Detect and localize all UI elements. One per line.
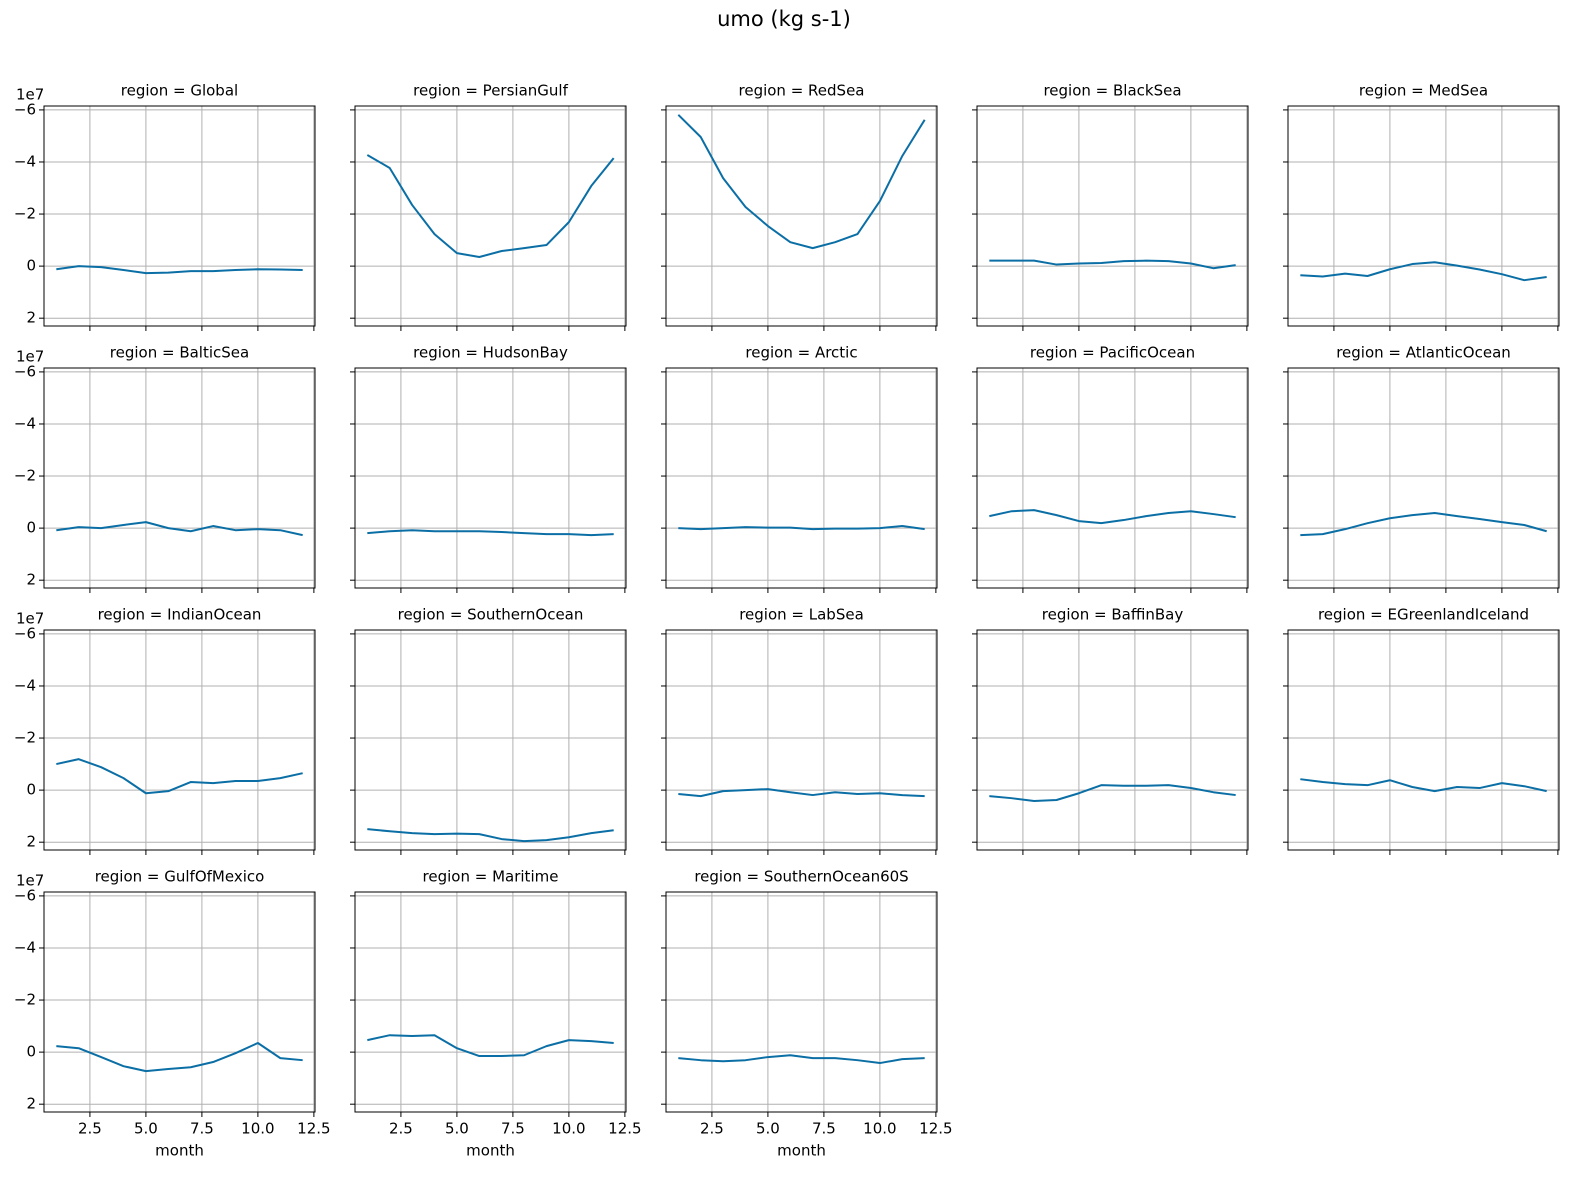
axes-frame xyxy=(43,629,316,851)
axes-frame xyxy=(976,105,1249,327)
axes-frame xyxy=(665,629,938,851)
axes-frame xyxy=(354,367,627,589)
x-tick-label: 2.5 xyxy=(389,1120,413,1138)
panel-title: region = SouthernOcean xyxy=(398,606,584,624)
data-line xyxy=(678,525,925,531)
y-offset-label: 1e7 xyxy=(16,348,44,366)
axes-frame xyxy=(1287,629,1560,851)
axes-frame xyxy=(1287,105,1560,327)
data-line xyxy=(56,758,303,795)
axes-frame xyxy=(43,105,316,327)
y-offset-label: 1e7 xyxy=(16,872,44,890)
y-tick-label: −4 xyxy=(14,414,36,432)
x-tick-label: 5.0 xyxy=(134,1120,158,1138)
axes-frame xyxy=(665,367,938,589)
data-line xyxy=(1300,261,1547,282)
x-tick-label: 7.5 xyxy=(190,1120,214,1138)
axes-frame xyxy=(1287,367,1560,589)
data-line xyxy=(367,828,614,843)
axes-frame xyxy=(665,105,938,327)
axes-frame xyxy=(976,629,1249,851)
y-tick-label: −4 xyxy=(14,152,36,170)
panel-title: region = GulfOfMexico xyxy=(95,868,265,886)
y-tick-label: −2 xyxy=(14,729,36,747)
y-tick-label: 0 xyxy=(26,781,36,799)
y-tick-label: −6 xyxy=(14,624,36,642)
x-tick-label: 2.5 xyxy=(700,1120,724,1138)
x-tick-label: 5.0 xyxy=(756,1120,780,1138)
y-tick-label: 2 xyxy=(26,1095,36,1113)
x-tick-label: 12.5 xyxy=(608,1120,641,1138)
panel-title: region = BaffinBay xyxy=(1042,606,1184,624)
y-tick-label: 0 xyxy=(26,1043,36,1061)
data-line xyxy=(989,784,1236,803)
axes-frame xyxy=(354,891,627,1113)
data-line xyxy=(1300,512,1547,537)
data-line xyxy=(56,521,303,537)
y-offset-label: 1e7 xyxy=(16,610,44,628)
y-offset-label: 1e7 xyxy=(16,86,44,104)
data-line xyxy=(989,259,1236,270)
axes-frame xyxy=(354,105,627,327)
axes-frame xyxy=(665,891,938,1113)
y-tick-label: −6 xyxy=(14,362,36,380)
axes-frame xyxy=(43,367,316,589)
panel-title: region = RedSea xyxy=(739,82,865,100)
panel-title: region = AtlanticOcean xyxy=(1336,344,1511,362)
y-tick-label: −4 xyxy=(14,938,36,956)
x-tick-label: 5.0 xyxy=(445,1120,469,1138)
panel-title: region = Maritime xyxy=(423,868,559,886)
panel-title: region = SouthernOcean60S xyxy=(694,868,908,886)
x-tick-label: 7.5 xyxy=(812,1120,836,1138)
x-axis-label: month xyxy=(777,1142,826,1160)
data-line xyxy=(56,265,303,275)
panel-title: region = BlackSea xyxy=(1043,82,1181,100)
axes-frame xyxy=(354,629,627,851)
data-line xyxy=(367,529,614,537)
y-tick-label: 2 xyxy=(26,833,36,851)
data-line xyxy=(677,114,926,250)
x-tick-label: 2.5 xyxy=(78,1120,102,1138)
axes-frame xyxy=(976,367,1249,589)
x-axis-label: month xyxy=(155,1142,204,1160)
x-tick-label: 7.5 xyxy=(501,1120,525,1138)
data-line xyxy=(678,1054,925,1065)
panel-title: region = HudsonBay xyxy=(413,344,568,362)
y-tick-label: −2 xyxy=(14,991,36,1009)
axes-frame xyxy=(43,891,316,1113)
panel-title: region = PersianGulf xyxy=(413,82,568,100)
data-line xyxy=(366,154,615,259)
y-tick-label: −2 xyxy=(14,205,36,223)
panel-title: region = MedSea xyxy=(1359,82,1488,100)
y-tick-label: 0 xyxy=(26,519,36,537)
y-tick-label: −6 xyxy=(14,886,36,904)
y-tick-label: −6 xyxy=(14,100,36,118)
y-tick-label: −2 xyxy=(14,467,36,485)
y-tick-label: 0 xyxy=(26,257,36,275)
x-tick-label: 10.0 xyxy=(241,1120,274,1138)
panel-title: region = BalticSea xyxy=(110,344,249,362)
data-line xyxy=(367,1034,614,1058)
panel-title: region = EGreenlandIceland xyxy=(1318,606,1529,624)
panel-title: region = IndianOcean xyxy=(98,606,262,624)
x-tick-label: 10.0 xyxy=(552,1120,585,1138)
data-line xyxy=(989,509,1236,525)
x-tick-label: 12.5 xyxy=(919,1120,952,1138)
panel-title: region = Arctic xyxy=(745,344,857,362)
x-axis-label: month xyxy=(466,1142,515,1160)
panel-title: region = LabSea xyxy=(739,606,864,624)
panel-title: region = PacificOcean xyxy=(1030,344,1195,362)
y-tick-label: 2 xyxy=(26,571,36,589)
x-tick-label: 12.5 xyxy=(297,1120,330,1138)
figure-title: umo (kg s-1) xyxy=(717,7,851,31)
x-tick-label: 10.0 xyxy=(863,1120,896,1138)
y-tick-label: 2 xyxy=(26,309,36,327)
data-line xyxy=(678,788,925,798)
data-line xyxy=(1300,778,1547,793)
data-line xyxy=(56,1042,303,1073)
y-tick-label: −4 xyxy=(14,676,36,694)
panel-title: region = Global xyxy=(121,82,238,100)
